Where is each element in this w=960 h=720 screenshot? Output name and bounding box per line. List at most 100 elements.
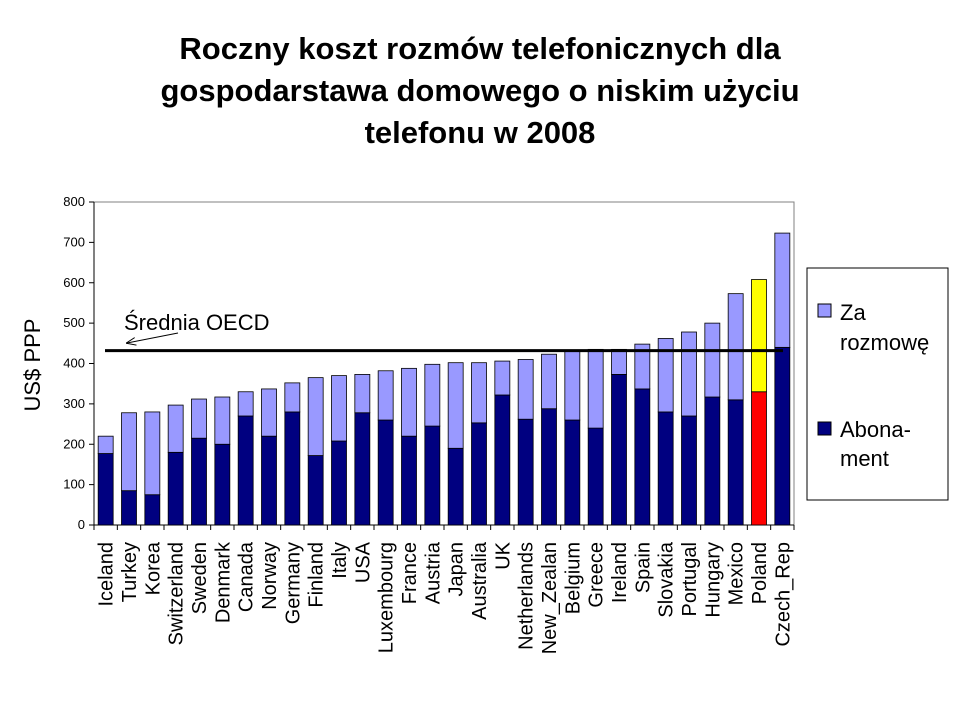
y-tick-label: 500 (63, 315, 85, 330)
y-tick-label: 600 (63, 275, 85, 290)
x-tick-label: Turkey (119, 542, 141, 602)
bar-segment (144, 494, 161, 526)
x-tick-label: Luxembourg (376, 542, 398, 653)
bar-segment (681, 331, 697, 417)
y-tick-label: 700 (63, 234, 85, 249)
bar-segment (471, 422, 487, 526)
legend-swatch-calls (817, 303, 832, 318)
y-axis-label: US$ PPP (20, 319, 45, 412)
bar-segment (121, 490, 137, 526)
bar-segment (377, 370, 394, 421)
bar-segment (354, 412, 371, 526)
bar-segment (401, 367, 417, 437)
bar-segment (634, 343, 651, 390)
bar-segment (424, 425, 441, 526)
legend-label-calls: Za rozmowę (840, 300, 929, 355)
plot-area: 0 100 200 300 400 500 600 700 800 Iceland Turkey Ko… (63, 194, 795, 654)
legend-label-subscription: Abona- ment (840, 417, 917, 471)
y-tick-label: 0 (78, 517, 85, 532)
x-tick-label: Australia (469, 541, 491, 620)
bar-segment (401, 435, 417, 526)
bar-segment (214, 396, 231, 445)
x-tick-label: France (399, 542, 421, 604)
bar-segment (704, 322, 721, 398)
x-tick-label: Czech_Rep (772, 542, 794, 647)
bar-segment (284, 382, 301, 413)
bar-segment (704, 396, 721, 526)
y-tick-label: 200 (63, 436, 85, 451)
chart-title-line-3: telefonu w 2008 (364, 115, 596, 150)
bar-segment (774, 232, 791, 348)
x-tick-label: Hungary (702, 542, 724, 618)
bar-segment (541, 353, 557, 410)
bar-segment (727, 293, 744, 401)
x-tick-label: Portugal (679, 542, 701, 617)
bar-segment (634, 388, 651, 526)
bar-segment (517, 359, 534, 420)
x-tick-label: Japan (446, 542, 468, 597)
bar-segment (541, 408, 557, 526)
bar-segment (261, 435, 277, 526)
y-tick-label: 300 (63, 396, 85, 411)
bar-segment (494, 394, 511, 526)
bar-segment (471, 362, 487, 424)
x-tick-label: Ireland (609, 542, 631, 603)
bar-segment (611, 348, 627, 375)
oecd-average-label: Średnia OECD (124, 310, 270, 335)
x-tick-label: Germany (282, 542, 304, 624)
bar-segment (587, 427, 604, 526)
x-tick-label: Slovakia (656, 541, 678, 617)
bar-segment (774, 346, 791, 526)
bar-segment (331, 440, 347, 526)
x-tick-label: Denmark (212, 541, 234, 623)
bar-segment (517, 418, 534, 526)
bar-segment (237, 415, 254, 526)
bar-segment (307, 455, 324, 526)
bar-segment (751, 279, 767, 393)
x-tick-label: USA (352, 541, 374, 583)
x-tick-label: Canada (236, 541, 258, 612)
bar-segment (494, 360, 511, 396)
bar-segment (191, 437, 207, 526)
bar-segment (447, 447, 464, 526)
x-tick-label: Norway (259, 542, 281, 610)
bar-segment (237, 391, 254, 417)
x-tick-label: New_Zealan (539, 542, 561, 654)
bar-segment (97, 453, 114, 526)
bar-segment (727, 399, 744, 526)
bar-segment (564, 349, 581, 421)
x-tick-label: Iceland (96, 542, 118, 607)
x-tick-label: Sweden (189, 542, 211, 614)
bar-segment (681, 415, 697, 526)
bar-segment (657, 338, 674, 413)
x-tick-label: Netherlands (516, 542, 538, 650)
bar-segment (121, 412, 137, 492)
chart-title-line-2: gospodarstawa domowego o niskim użyciu (160, 73, 800, 108)
bar-segment (167, 451, 184, 526)
x-tick-label: UK (492, 541, 514, 569)
x-tick-label: Switzerland (166, 542, 188, 645)
bar-segment (587, 348, 604, 429)
x-tick-label: Finland (306, 542, 328, 608)
bar-segment (377, 419, 394, 526)
bar-segment (447, 362, 464, 449)
x-tick-label: Mexico (726, 542, 748, 605)
bar-segment (167, 404, 184, 453)
oecd-average-annotation: Średnia OECD (124, 310, 270, 343)
oecd-average-arrow (127, 332, 179, 343)
x-tick-label: Italy (329, 542, 351, 579)
bar-segment (354, 374, 371, 414)
y-tick-label: 100 (63, 477, 85, 492)
bar-segment (424, 363, 441, 427)
bar-segment (307, 377, 324, 456)
x-tick-label: Spain (632, 542, 654, 593)
bar-segment (751, 391, 767, 526)
bar-segment (611, 374, 627, 526)
chart-title: Roczny koszt rozmów telefonicznych dla g… (0, 28, 960, 154)
bar-segment (331, 375, 347, 442)
bar-segment (214, 443, 231, 526)
bar-segment (564, 419, 581, 526)
bar-segment (191, 398, 207, 439)
y-tick-label: 800 (63, 194, 85, 209)
